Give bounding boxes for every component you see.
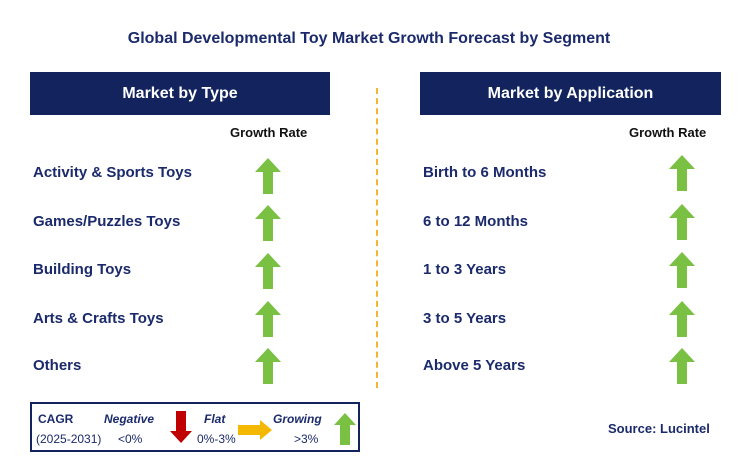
legend-flat-range: 0%-3% bbox=[197, 432, 236, 446]
up-arrow-icon bbox=[255, 205, 281, 241]
up-arrow-icon bbox=[255, 301, 281, 337]
source-note: Source: Lucintel bbox=[608, 421, 710, 436]
type-item-activity-sports: Activity & Sports Toys bbox=[33, 164, 192, 181]
application-item-6-12-months: 6 to 12 Months bbox=[423, 213, 529, 230]
right-arrow-icon bbox=[238, 420, 272, 440]
market-by-application-header: Market by Application bbox=[420, 72, 721, 115]
legend-growing-range: >3% bbox=[294, 432, 319, 446]
right-growth-rate-label: Growth Rate bbox=[629, 125, 707, 140]
type-item-others: Others bbox=[33, 357, 82, 374]
up-arrow-icon bbox=[669, 155, 695, 191]
up-arrow-icon bbox=[669, 348, 695, 384]
up-arrow-icon bbox=[669, 204, 695, 240]
application-item-birth-6-months: Birth to 6 Months bbox=[423, 164, 547, 181]
legend-flat-label: Flat bbox=[204, 412, 226, 426]
up-arrow-icon bbox=[669, 252, 695, 288]
up-arrow-icon bbox=[255, 253, 281, 289]
up-arrow-icon bbox=[255, 158, 281, 194]
up-arrow-icon bbox=[334, 413, 356, 445]
legend-cagr-label: CAGR bbox=[38, 412, 74, 426]
down-arrow-icon bbox=[170, 411, 192, 443]
market-by-type-header: Market by Type bbox=[30, 72, 330, 115]
panel-divider bbox=[376, 88, 378, 388]
application-item-above-5-years: Above 5 Years bbox=[423, 357, 526, 374]
cagr-legend: CAGR (2025-2031) Negative <0% Flat 0%-3%… bbox=[30, 402, 360, 452]
up-arrow-icon bbox=[669, 301, 695, 337]
type-item-building: Building Toys bbox=[33, 261, 132, 278]
application-item-3-5-years: 3 to 5 Years bbox=[423, 310, 507, 327]
application-item-1-3-years: 1 to 3 Years bbox=[423, 261, 507, 278]
type-item-arts-crafts: Arts & Crafts Toys bbox=[33, 310, 164, 327]
chart-title: Global Developmental Toy Market Growth F… bbox=[127, 30, 611, 47]
legend-negative-range: <0% bbox=[118, 432, 143, 446]
legend-growing-label: Growing bbox=[273, 412, 322, 426]
legend-negative-label: Negative bbox=[104, 412, 155, 426]
left-growth-rate-label: Growth Rate bbox=[230, 125, 308, 140]
legend-period: (2025-2031) bbox=[36, 432, 102, 446]
up-arrow-icon bbox=[255, 348, 281, 384]
type-item-games-puzzles: Games/Puzzles Toys bbox=[33, 213, 181, 230]
